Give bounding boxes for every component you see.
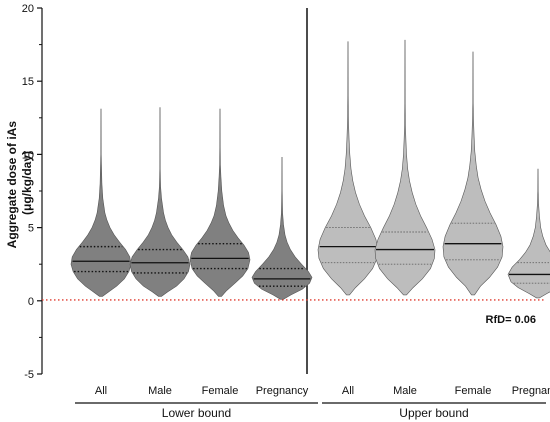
y-axis-title-line-2: (μg/kg/day) xyxy=(20,151,34,215)
x-tick-label: Male xyxy=(393,385,417,397)
y-axis-title-line-1: Aggregate dose of iAs xyxy=(5,121,19,249)
y-tick-label: 15 xyxy=(22,76,34,88)
rfd-annotation: RfD= 0.06 xyxy=(486,314,536,326)
violin-1-0 xyxy=(317,41,379,296)
labels: -5 0 5 10 15 20 All Male Female Pregnancy Lower bo… xyxy=(22,3,550,420)
x-tick-label: Female xyxy=(202,385,239,397)
violin-1-1 xyxy=(374,39,436,296)
y-tick-label: 10 xyxy=(22,149,34,161)
x-tick-label: Female xyxy=(455,385,492,397)
group-label: Lower bound xyxy=(162,406,231,420)
violin-1-2 xyxy=(442,51,504,296)
x-tick-label: Male xyxy=(148,385,172,397)
x-tick-label: All xyxy=(95,385,107,397)
violin-0-2 xyxy=(189,108,251,297)
x-tick-label: Pregnancy xyxy=(256,385,309,397)
y-tick-label: 0 xyxy=(28,296,34,308)
x-tick-label: All xyxy=(342,385,354,397)
y-tick-label: -5 xyxy=(24,369,34,381)
group-label: Upper bound xyxy=(399,406,468,420)
violin-0-0 xyxy=(70,108,132,297)
y-tick-label: 5 xyxy=(28,223,34,235)
y-axis-title: Aggregate dose of iAs (μg/kg/day) xyxy=(5,118,34,249)
violins xyxy=(70,39,550,300)
axes xyxy=(37,7,546,404)
violin-0-3 xyxy=(251,157,313,300)
y-tick-label: 20 xyxy=(22,3,34,15)
x-tick-label: Pregnancy xyxy=(512,385,550,397)
violin-1-3 xyxy=(507,168,550,299)
violin-0-1 xyxy=(129,107,191,297)
